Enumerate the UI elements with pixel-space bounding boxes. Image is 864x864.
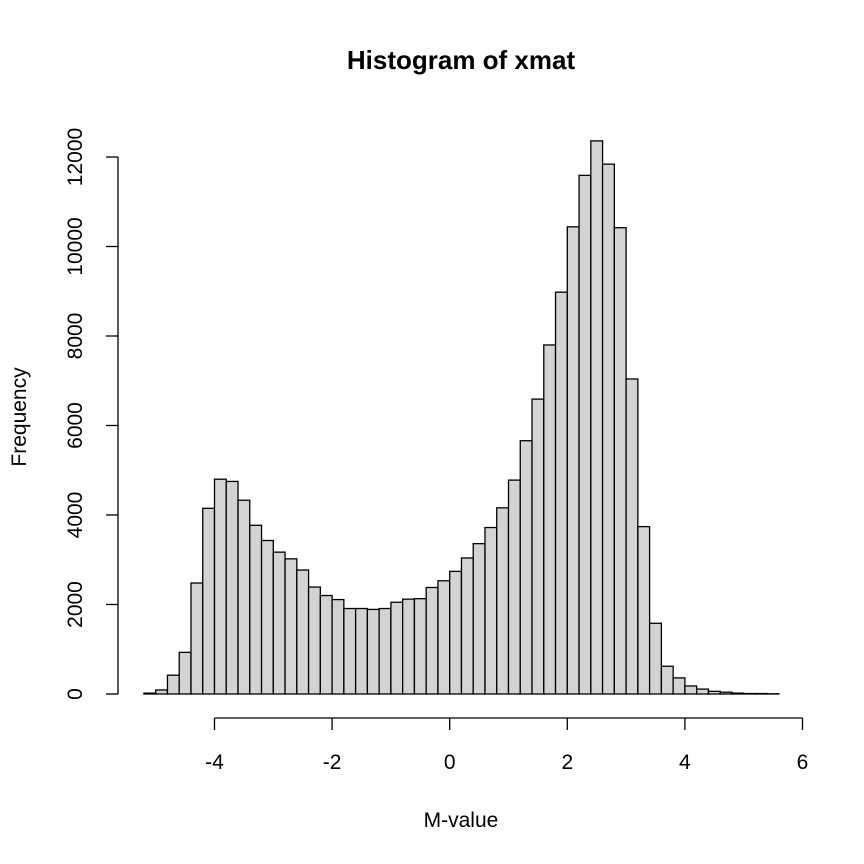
histogram-bar [284, 558, 298, 695]
histogram-bar [578, 174, 592, 695]
histogram-bar [249, 524, 263, 695]
histogram-bar [543, 344, 557, 695]
histogram-bar [519, 440, 533, 695]
y-axis-label: Frequency [8, 367, 31, 467]
histogram-bar [272, 551, 286, 695]
histogram-bar [601, 163, 615, 695]
histogram-bar [590, 140, 604, 695]
y-tick-label: 10000 [64, 217, 87, 275]
y-tick-label: 12000 [64, 128, 87, 186]
histogram-bar [390, 601, 404, 695]
histogram-bar [225, 480, 239, 695]
y-tick-label: 6000 [64, 402, 87, 449]
histogram-bar [496, 507, 510, 695]
x-tick-label: 0 [444, 751, 456, 774]
y-tick-label: 4000 [64, 492, 87, 539]
histogram-bar [413, 598, 427, 695]
x-tick-label: 4 [679, 751, 691, 774]
histogram-bar [143, 692, 157, 695]
histogram-bar [178, 651, 192, 695]
x-tick-label: 6 [797, 751, 809, 774]
histogram-bar [166, 674, 180, 695]
chart-title: Histogram of xmat [347, 45, 576, 75]
histogram-bar [719, 691, 733, 695]
histogram-bar [707, 690, 721, 695]
histogram-bar [460, 557, 474, 695]
bars-group [143, 140, 780, 695]
histogram-bar [531, 398, 545, 695]
histogram-bar [237, 499, 251, 695]
histogram-bar [696, 688, 710, 695]
histogram-bar [484, 526, 498, 695]
histogram-bar [155, 689, 169, 695]
histogram-bar [402, 598, 416, 695]
histogram-bar [343, 607, 357, 695]
histogram-bar [672, 677, 686, 695]
histogram-bar [507, 479, 521, 695]
histogram-bar [637, 525, 651, 695]
histogram-bar [613, 227, 627, 695]
histogram-bar [425, 586, 439, 695]
histogram-bar [731, 692, 745, 695]
y-tick-label: 0 [64, 688, 87, 700]
histogram-bar [260, 539, 274, 695]
histogram-bar [366, 608, 380, 695]
histogram-bar [354, 607, 369, 695]
histogram-bar [202, 507, 216, 695]
histogram-bar [648, 622, 663, 695]
histogram-bar [296, 569, 310, 695]
y-axis: 0 2000 4000 6000 8000 10000 12000 [64, 128, 119, 700]
histogram-bar [213, 478, 227, 695]
histogram-bar [554, 291, 568, 695]
y-tick-label: 8000 [64, 313, 87, 360]
histogram-bar [190, 582, 204, 695]
histogram-bar [625, 378, 639, 695]
x-tick-label: -4 [205, 751, 224, 774]
x-tick-label: 2 [561, 751, 573, 774]
x-axis-label: M-value [424, 809, 499, 832]
histogram-bar [437, 580, 451, 695]
histogram-bar [684, 685, 698, 695]
histogram-bar [307, 586, 321, 695]
histogram-bar [449, 570, 463, 695]
y-tick-label: 2000 [64, 581, 87, 628]
histogram-bar [378, 607, 392, 695]
x-axis: -4 -2 0 2 4 6 [205, 717, 809, 774]
x-tick-label: -2 [323, 751, 342, 774]
histogram-bar [331, 598, 345, 695]
histogram-bar [566, 226, 580, 695]
histogram-bar [319, 594, 333, 695]
histogram-bar [472, 542, 486, 695]
histogram-bar [660, 665, 674, 695]
